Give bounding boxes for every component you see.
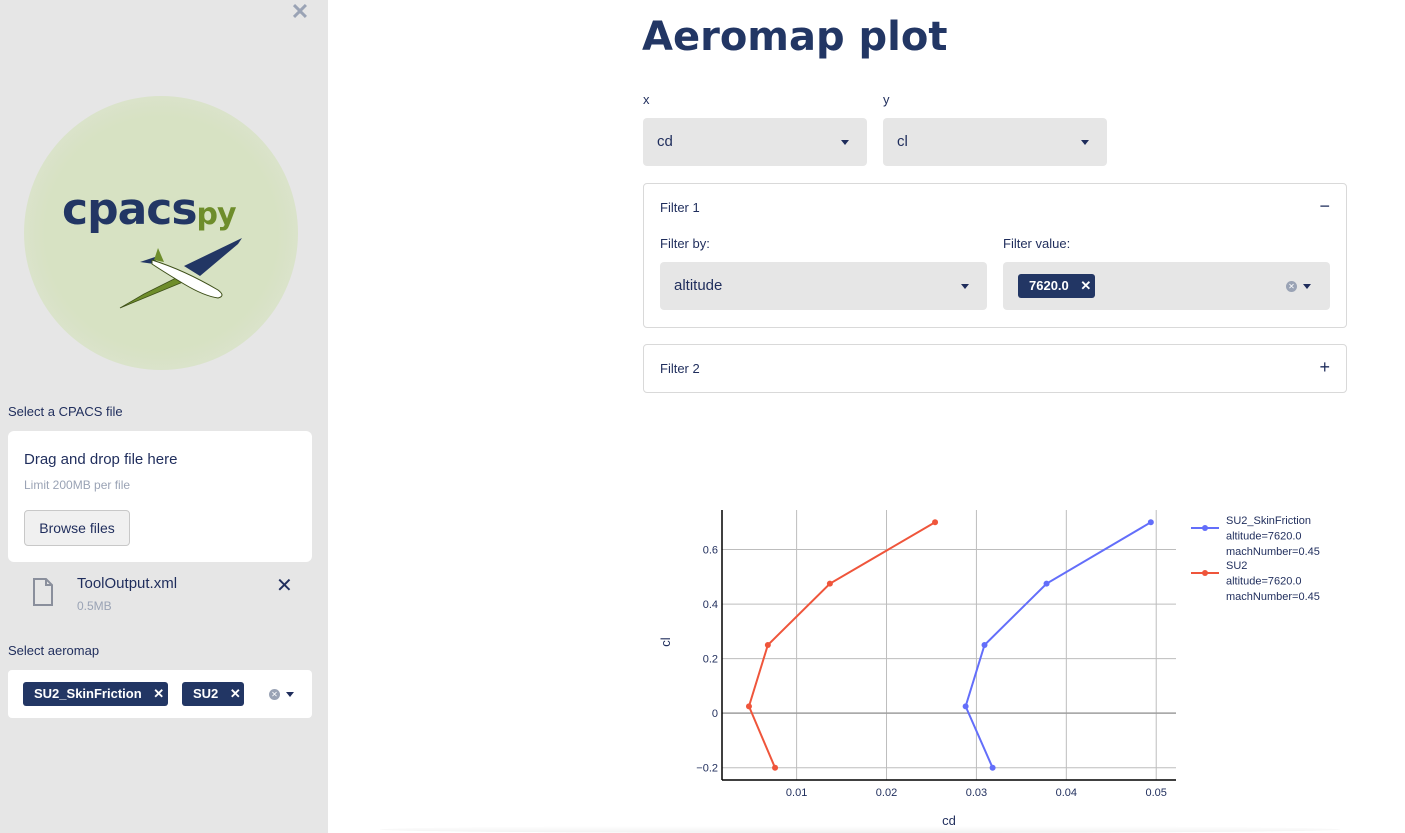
chip-remove-icon[interactable]: ✕ — [153, 686, 165, 701]
series-line-SU2_SkinFriction — [964, 521, 1152, 769]
aeromap-chip-label: SU2 — [193, 686, 219, 701]
aeromap-chip-label: SU2_SkinFriction — [34, 686, 142, 701]
filter-by-label: Filter by: — [660, 236, 710, 251]
filter-by-select[interactable]: altitude — [660, 262, 987, 310]
logo-suffix: py — [196, 197, 237, 232]
x-tick-label: 0.04 — [1056, 787, 1077, 799]
legend-entry: altitude=7620.0 — [1226, 531, 1302, 543]
chevron-down-icon — [841, 140, 849, 145]
x-axis-select-value: cd — [657, 133, 673, 150]
legend-entry: altitude=7620.0 — [1226, 576, 1302, 588]
chevron-down-icon[interactable] — [286, 692, 294, 697]
uploaded-file-size: 0.5MB — [77, 599, 112, 613]
x-axis-title: cd — [942, 813, 956, 828]
page-title: Aeromap plot — [642, 14, 948, 60]
x-tick-label: 0.01 — [786, 787, 807, 799]
data-point — [1043, 580, 1050, 587]
aeromap-plot: 0.01 0.02 0.03 0.04 0.05 −0.2 0 0.2 0.4 0.6 cd cl SU… — [600, 490, 1380, 830]
data-point — [772, 764, 779, 771]
aeromap-chip: SU2 ✕ — [182, 682, 245, 706]
select-cpacs-file-label: Select a CPACS file — [8, 404, 123, 419]
chevron-down-icon[interactable] — [1303, 284, 1311, 289]
y-tick-label: 0.4 — [703, 599, 718, 611]
clear-all-icon[interactable]: ✕ — [1286, 281, 1297, 292]
legend-marker — [1202, 525, 1208, 531]
expand-icon[interactable]: + — [1319, 357, 1330, 377]
data-point — [1147, 519, 1154, 526]
data-point — [962, 703, 969, 710]
logo-brand: cpacs — [62, 184, 198, 235]
legend-marker — [1202, 570, 1208, 576]
series-line-SU2 — [747, 521, 936, 769]
filter-value-chip-label: 7620.0 — [1029, 278, 1069, 293]
chevron-down-icon — [961, 284, 969, 289]
filter-value-label: Filter value: — [1003, 236, 1071, 251]
y-axis-select-value: cl — [897, 133, 908, 150]
x-select-label: x — [643, 92, 650, 107]
x-tick-label: 0.03 — [966, 787, 987, 799]
chip-remove-icon[interactable]: ✕ — [1080, 278, 1092, 293]
y-axis-title: cl — [658, 637, 673, 647]
data-point — [764, 642, 771, 648]
y-tick-label: 0.6 — [703, 545, 718, 557]
file-uploader-dropzone[interactable]: Drag and drop file here Limit 200MB per … — [8, 431, 312, 562]
chart-svg: 0.01 0.02 0.03 0.04 0.05 −0.2 0 0.2 0.4 0.6 cd cl SU… — [658, 510, 1320, 828]
x-tick-label: 0.05 — [1146, 787, 1167, 799]
chip-remove-icon[interactable]: ✕ — [229, 686, 241, 701]
logo-text: cpacspy — [62, 184, 237, 235]
filter-value-chip: 7620.0 ✕ — [1018, 274, 1095, 298]
legend-entry: SU2_SkinFriction — [1226, 515, 1311, 527]
data-point — [932, 519, 939, 526]
browse-files-button[interactable]: Browse files — [24, 510, 130, 546]
clear-all-icon[interactable]: ✕ — [269, 689, 280, 700]
uploader-title: Drag and drop file here — [24, 451, 178, 468]
legend-entry: SU2 — [1226, 560, 1247, 572]
aeromap-chip: SU2_SkinFriction ✕ — [23, 682, 168, 706]
chevron-down-icon — [1081, 140, 1089, 145]
remove-file-icon[interactable]: ✕ — [276, 575, 293, 597]
filter-2-header[interactable]: Filter 2 — [660, 361, 700, 376]
airplane-icon — [119, 238, 242, 309]
divider — [380, 826, 1340, 833]
x-tick-label: 0.02 — [876, 787, 897, 799]
x-axis-select[interactable]: cd — [643, 118, 867, 166]
select-aeromap-label: Select aeromap — [8, 643, 100, 658]
file-icon — [33, 578, 53, 606]
uploaded-file-row: ToolOutput.xml 0.5MB ✕ — [8, 570, 312, 620]
legend-entry: machNumber=0.45 — [1226, 546, 1320, 558]
close-sidebar-icon[interactable]: ✕ — [290, 0, 310, 24]
filter-by-value: altitude — [674, 277, 723, 294]
y-axis-select[interactable]: cl — [883, 118, 1107, 166]
data-point — [989, 764, 996, 771]
y-tick-label: 0 — [712, 708, 718, 720]
filter-1-expander: Filter 1 − Filter by: altitude Filter va… — [643, 183, 1347, 328]
data-point — [745, 703, 752, 710]
aeromap-multiselect[interactable]: SU2_SkinFriction ✕ SU2 ✕ ✕ — [8, 670, 312, 718]
uploader-limit: Limit 200MB per file — [24, 478, 131, 492]
filter-2-expander: Filter 2 + — [643, 344, 1347, 393]
y-select-label: y — [883, 92, 890, 107]
cpacspy-logo: cpacspy — [24, 96, 298, 370]
filter-1-header[interactable]: Filter 1 — [660, 200, 700, 215]
y-tick-label: −0.2 — [696, 763, 718, 775]
data-point — [826, 580, 833, 587]
data-point — [981, 642, 988, 648]
collapse-icon[interactable]: − — [1319, 196, 1330, 216]
y-tick-label: 0.2 — [703, 654, 718, 666]
sidebar: ✕ cpacspy Select a CPACS file Drag and d… — [0, 0, 328, 833]
filter-value-multiselect[interactable]: 7620.0 ✕ ✕ — [1003, 262, 1330, 310]
legend-entry: machNumber=0.45 — [1226, 591, 1320, 603]
uploaded-file-name: ToolOutput.xml — [77, 575, 178, 592]
